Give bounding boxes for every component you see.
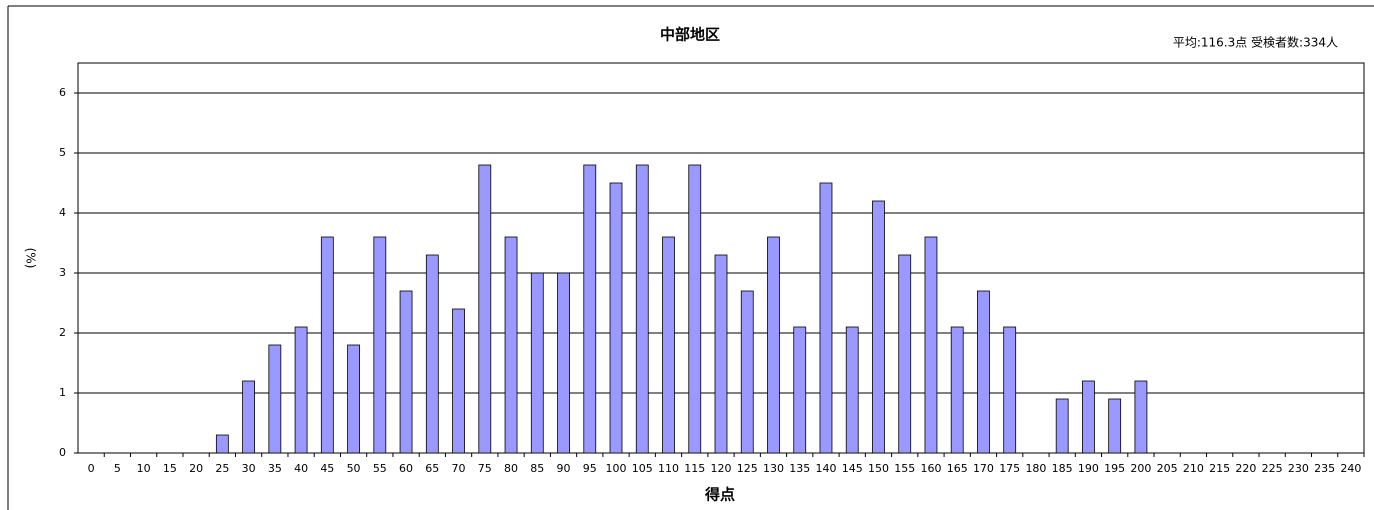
x-tick-label: 15 [163, 462, 177, 475]
x-tick-label: 0 [88, 462, 95, 475]
x-tick-label: 55 [373, 462, 387, 475]
bar [924, 236, 938, 454]
bar [793, 326, 807, 454]
x-tick-label: 85 [530, 462, 544, 475]
x-tick-label: 20 [189, 462, 203, 475]
bar [320, 236, 334, 454]
x-tick-label: 155 [894, 462, 915, 475]
bar [1134, 380, 1148, 454]
x-tick-label: 130 [763, 462, 784, 475]
bar [215, 434, 229, 454]
bar [373, 236, 387, 454]
x-tick-label: 75 [478, 462, 492, 475]
x-tick-label: 125 [737, 462, 758, 475]
y-axis-label: (%) [24, 248, 38, 269]
bar [268, 344, 282, 454]
y-tick-label: 0 [59, 446, 66, 459]
x-tick-label: 210 [1183, 462, 1204, 475]
bar [845, 326, 859, 454]
bar [950, 326, 964, 454]
y-tick-label: 5 [59, 146, 66, 159]
bar [452, 308, 465, 454]
bar [425, 254, 439, 454]
bar [662, 236, 675, 454]
chart-title: 中部地区 [660, 26, 720, 44]
bar [714, 254, 728, 454]
x-tick-label: 160 [920, 462, 941, 475]
bar [688, 164, 702, 454]
bar [504, 236, 518, 454]
x-tick-label: 145 [842, 462, 863, 475]
x-tick-label: 200 [1130, 462, 1151, 475]
annotation: 平均:116.3点 受検者数:334人 [1173, 35, 1338, 50]
x-tick-label: 105 [632, 462, 653, 475]
bar [478, 164, 492, 454]
x-tick-label: 195 [1104, 462, 1125, 475]
x-tick-label: 165 [947, 462, 968, 475]
bar [609, 182, 623, 454]
x-tick-label: 185 [1052, 462, 1073, 475]
x-tick-label: 170 [973, 462, 994, 475]
x-tick-label: 50 [347, 462, 361, 475]
x-tick-label: 175 [999, 462, 1020, 475]
x-tick-label: 45 [320, 462, 334, 475]
x-tick-label: 40 [294, 462, 308, 475]
y-tick-label: 1 [59, 386, 66, 399]
x-tick-label: 80 [504, 462, 518, 475]
x-tick-label: 115 [684, 462, 705, 475]
x-tick-label: 60 [399, 462, 413, 475]
bar [347, 344, 360, 454]
bar [1108, 398, 1122, 454]
bar [242, 380, 255, 454]
x-tick-label: 5 [114, 462, 121, 475]
x-tick-label: 100 [606, 462, 627, 475]
x-tick-label: 70 [452, 462, 466, 475]
x-tick-label: 205 [1157, 462, 1178, 475]
x-tick-label: 90 [557, 462, 571, 475]
y-tick-label: 3 [59, 266, 66, 279]
x-tick-label: 35 [268, 462, 282, 475]
bar [530, 272, 544, 454]
x-tick-label: 110 [658, 462, 679, 475]
x-tick-label: 140 [815, 462, 836, 475]
bar [740, 290, 754, 454]
x-tick-label: 230 [1288, 462, 1309, 475]
x-tick-label: 95 [583, 462, 597, 475]
bar [583, 164, 597, 454]
x-tick-label: 135 [789, 462, 810, 475]
bar [399, 290, 413, 454]
bar [294, 326, 308, 454]
x-tick-label: 235 [1314, 462, 1335, 475]
bar [977, 290, 990, 454]
bar [1003, 326, 1017, 454]
y-tick-label: 2 [59, 326, 66, 339]
bar [557, 272, 570, 454]
bar [872, 200, 885, 454]
y-tick-label: 4 [59, 206, 66, 219]
x-tick-label: 220 [1235, 462, 1256, 475]
x-tick-label: 30 [242, 462, 256, 475]
x-tick-label: 150 [868, 462, 889, 475]
x-tick-label: 10 [137, 462, 151, 475]
x-tick-label: 225 [1262, 462, 1283, 475]
bar [1082, 380, 1095, 454]
y-tick-label: 6 [59, 86, 66, 99]
x-tick-label: 120 [711, 462, 732, 475]
x-tick-label: 215 [1209, 462, 1230, 475]
x-tick-label: 180 [1025, 462, 1046, 475]
bar [1055, 398, 1069, 454]
x-tick-label: 240 [1340, 462, 1361, 475]
x-tick-label: 190 [1078, 462, 1099, 475]
x-axis-label: 得点 [704, 486, 735, 504]
bar [767, 236, 780, 454]
x-tick-label: 65 [425, 462, 439, 475]
bar [898, 254, 912, 454]
bar [819, 182, 833, 454]
bar [635, 164, 649, 454]
x-tick-label: 25 [215, 462, 229, 475]
